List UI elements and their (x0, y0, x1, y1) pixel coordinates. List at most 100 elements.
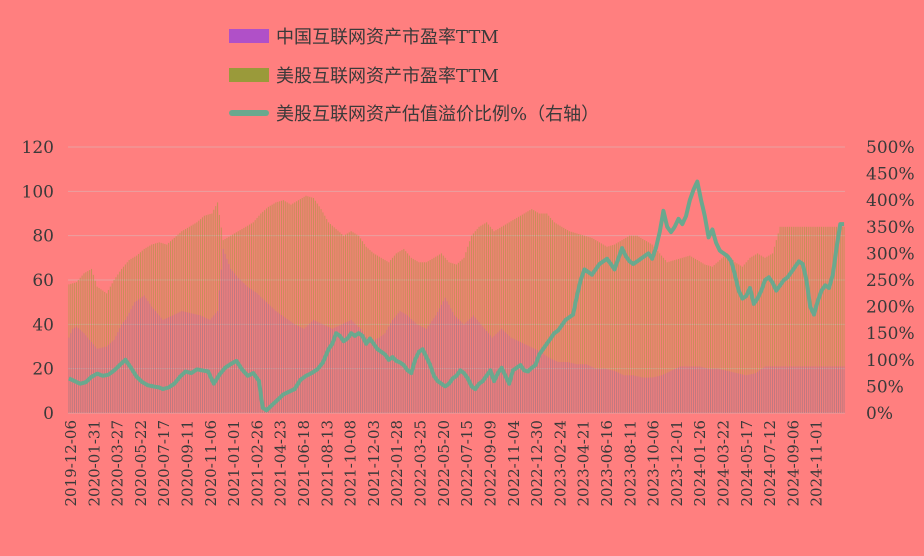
us-pe-bar (282, 200, 284, 413)
us-pe-bar (333, 227, 335, 413)
cn-pe-bar (568, 362, 570, 413)
x-tick-label: 2020-09-11 (179, 420, 197, 506)
us-pe-bar (491, 229, 493, 413)
cn-pe-bar (346, 321, 348, 413)
us-pe-bar (636, 235, 638, 413)
cn-pe-bar (104, 346, 106, 413)
us-pe-bar (386, 261, 388, 413)
us-pe-bar (614, 244, 616, 413)
cn-pe-bar (143, 295, 145, 413)
cn-pe-bar (717, 368, 719, 413)
us-pe-bar (495, 230, 497, 413)
x-tick-label: 2024-11-01 (808, 420, 826, 506)
cn-pe-bar (550, 358, 552, 413)
us-pe-bar (258, 215, 260, 413)
us-pe-bar (666, 262, 668, 413)
us-pe-bar (555, 223, 557, 413)
cn-pe-bar (687, 366, 689, 413)
us-pe-bar (337, 230, 339, 413)
us-pe-bar (766, 256, 768, 413)
us-pe-bar (503, 225, 505, 413)
cn-pe-bar (258, 295, 260, 413)
us-pe-bar (147, 246, 149, 413)
cn-pe-bar (506, 334, 508, 413)
cn-pe-bar (252, 290, 254, 413)
cn-pe-bar (728, 371, 730, 413)
right-tick-label: 400% (866, 191, 915, 211)
us-pe-bar (788, 226, 791, 413)
us-pe-bar (352, 232, 354, 413)
cn-pe-bar (796, 366, 798, 413)
cn-pe-bar (85, 335, 87, 413)
us-pe-bar (96, 286, 98, 413)
cn-pe-bar (634, 375, 636, 413)
us-pe-bar (405, 251, 407, 413)
cn-pe-bar (286, 319, 288, 413)
cn-pe-bar (779, 366, 781, 413)
cn-pe-bar (264, 300, 266, 413)
cn-pe-bar (395, 315, 397, 413)
us-pe-bar (824, 226, 826, 413)
cn-pe-bar (465, 322, 467, 413)
us-pe-bar (843, 226, 845, 413)
us-pe-bar (798, 226, 800, 413)
cn-pe-bar (109, 343, 111, 413)
cn-pe-bar (373, 340, 375, 413)
us-pe-bar (762, 256, 764, 413)
cn-pe-bar (531, 347, 533, 413)
cn-pe-bar (706, 368, 708, 413)
us-pe-bar (719, 260, 721, 413)
left-tick-label: 20 (32, 360, 54, 380)
cn-pe-bar (335, 326, 337, 413)
cn-pe-bar (694, 366, 696, 413)
cn-pe-bar (294, 324, 296, 413)
cn-pe-bar (486, 330, 488, 413)
cn-pe-bar (228, 263, 230, 413)
us-pe-bar (72, 283, 74, 413)
cn-pe-bar (766, 366, 768, 413)
us-pe-bar (431, 258, 433, 413)
cn-pe-bar (324, 325, 326, 413)
us-pe-bar (98, 287, 100, 413)
us-pe-bar (598, 242, 601, 413)
cn-pe-bar (440, 304, 442, 413)
us-pe-bar (625, 237, 627, 413)
us-pe-bar (358, 235, 360, 413)
cn-pe-bar (407, 315, 409, 413)
us-pe-bar (521, 214, 523, 413)
cn-pe-bar (352, 321, 354, 413)
us-pe-bar (670, 261, 672, 413)
cn-pe-bar (676, 368, 678, 413)
us-pe-bar (508, 222, 510, 413)
cn-pe-bar (589, 366, 591, 413)
cn-pe-bar (529, 346, 531, 413)
cn-pe-bar (423, 327, 426, 413)
cn-pe-bar (698, 366, 700, 413)
us-pe-bar (194, 223, 196, 413)
us-pe-bar (501, 226, 503, 413)
us-pe-bar (580, 234, 582, 413)
cn-pe-bar (309, 323, 311, 413)
cn-pe-bar (770, 366, 772, 413)
us-pe-bar (459, 261, 461, 413)
cn-pe-bar (380, 336, 382, 413)
us-pe-bar (662, 257, 664, 413)
us-pe-bar (139, 252, 141, 413)
cn-pe-bar (525, 344, 527, 413)
us-pe-bar (365, 246, 367, 413)
us-pe-bar (600, 243, 602, 413)
us-pe-bar (743, 264, 745, 413)
cn-pe-bar (393, 317, 395, 413)
cn-pe-bar (134, 302, 136, 413)
cn-pe-bar (514, 339, 516, 413)
cn-pe-bar (115, 335, 117, 413)
cn-pe-bar (138, 299, 140, 413)
us-pe-bar (760, 255, 762, 413)
us-pe-bar (804, 226, 806, 413)
cn-pe-bar (247, 286, 249, 413)
cn-pe-bar (384, 333, 386, 413)
cn-pe-bar (561, 362, 563, 413)
cn-pe-bar (471, 317, 473, 413)
legend-swatch-cn (229, 29, 269, 43)
legend-label-cn: 中国互联网资产市盈率TTM (276, 27, 499, 48)
